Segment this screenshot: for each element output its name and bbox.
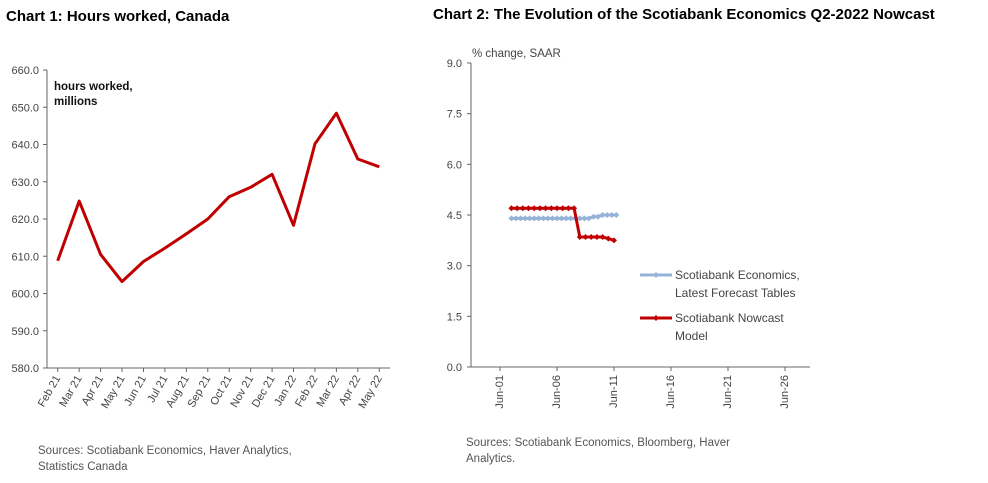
- chart1-title: Chart 1: Hours worked, Canada: [6, 8, 230, 25]
- chart1-source-line1: Sources: Scotiabank Economics, Haver Ana…: [38, 445, 292, 457]
- chart1-annotation-line1: hours worked,: [54, 81, 133, 93]
- chart1-source-line2: Statistics Canada: [38, 461, 128, 473]
- chart2-source-line1: Sources: Scotiabank Economics, Bloomberg…: [466, 437, 730, 449]
- chart1-y-tick-label: 580.0: [11, 363, 39, 375]
- chart2-title: Chart 2: The Evolution of the Scotiabank…: [433, 6, 935, 23]
- chart1-y-tick-label: 650.0: [11, 102, 39, 114]
- chart1-y-tick-label: 630.0: [11, 177, 39, 189]
- chart1-y-tick-label: 660.0: [11, 65, 39, 77]
- chart1-source: Sources: Scotiabank Economics, Haver Ana…: [38, 443, 318, 475]
- chart1-y-tick-label: 590.0: [11, 326, 39, 338]
- chart1-y-tick-label: 640.0: [11, 140, 39, 152]
- chart1-y-tick-label: 600.0: [11, 289, 39, 301]
- chart2-source: Sources: Scotiabank Economics, Bloomberg…: [466, 435, 786, 467]
- chart1-annotation-line2: millions: [54, 96, 97, 108]
- chart1-y-tick-label: 610.0: [11, 251, 39, 263]
- chart2-source-line2: Analytics.: [466, 453, 516, 465]
- chart1-y-tick-label: 620.0: [11, 214, 39, 226]
- chart1-series-line: [56, 111, 380, 284]
